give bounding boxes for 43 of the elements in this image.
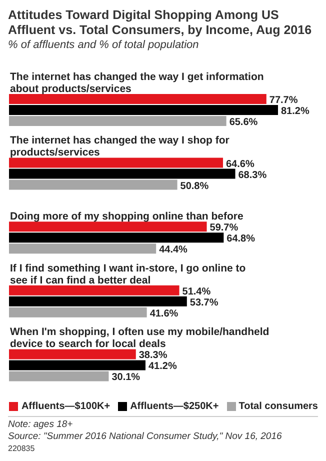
bar bbox=[9, 116, 226, 126]
data-label: 41.6% bbox=[150, 308, 178, 320]
bar bbox=[9, 285, 180, 296]
data-label: 41.2% bbox=[148, 361, 177, 372]
data-label: 77.7% bbox=[269, 95, 298, 106]
legend-label: Affluents—$250K+ bbox=[129, 401, 219, 412]
data-label: 64.8% bbox=[226, 234, 256, 245]
bar bbox=[9, 307, 147, 318]
data-label: 38.3% bbox=[138, 350, 168, 362]
y-tick-label: When I'm shopping, I often use my mobile/handheld device to search for local deals bbox=[10, 326, 270, 350]
y-tick-label: Doing more of my shopping online than before bbox=[10, 210, 244, 222]
bar bbox=[9, 158, 224, 168]
bar bbox=[9, 232, 224, 243]
data-label: 64.6% bbox=[226, 158, 254, 170]
text: Note: ages 18+ bbox=[8, 419, 74, 431]
bar bbox=[9, 168, 236, 179]
data-label: 68.3% bbox=[238, 170, 267, 181]
bar bbox=[9, 360, 146, 370]
legend-label: Affluents—$100K+ bbox=[20, 401, 110, 412]
bar bbox=[9, 244, 156, 254]
data-label: 51.4% bbox=[182, 286, 211, 298]
data-label: 81.2% bbox=[281, 106, 310, 117]
bar bbox=[9, 222, 207, 232]
bar bbox=[9, 349, 136, 360]
chart-title: Attitudes Toward Digital Shopping Among US Affluent vs. Total Consumers, by Income, Aug 2016 bbox=[8, 8, 313, 38]
bar bbox=[9, 296, 187, 306]
data-label: 30.1% bbox=[112, 372, 140, 384]
y-tick-label: The internet has changed the way I shop for products/services bbox=[10, 134, 230, 159]
data-label: 44.4% bbox=[159, 244, 188, 256]
y-tick-label: The internet has changed the way I get information about products/services bbox=[10, 70, 264, 95]
data-label: 53.7% bbox=[190, 297, 218, 308]
bar bbox=[9, 180, 178, 190]
y-tick-label: If I find something I want in-store, I go online to see if I can find a better deal bbox=[10, 262, 246, 286]
text: 220835 bbox=[8, 443, 36, 455]
data-label: 65.6% bbox=[229, 117, 258, 128]
source-note: Source: "Summer 2016 National Consumer Study," Nov 16, 2016 bbox=[8, 431, 283, 443]
data-label: 50.8% bbox=[180, 180, 209, 192]
data-label: 59.7% bbox=[210, 222, 238, 234]
legend-label: Total consumers bbox=[238, 401, 318, 412]
bar bbox=[9, 371, 109, 382]
bar bbox=[9, 94, 266, 104]
chart-subtitle: % of affluents and % of total population bbox=[8, 38, 200, 52]
bar bbox=[9, 105, 278, 115]
